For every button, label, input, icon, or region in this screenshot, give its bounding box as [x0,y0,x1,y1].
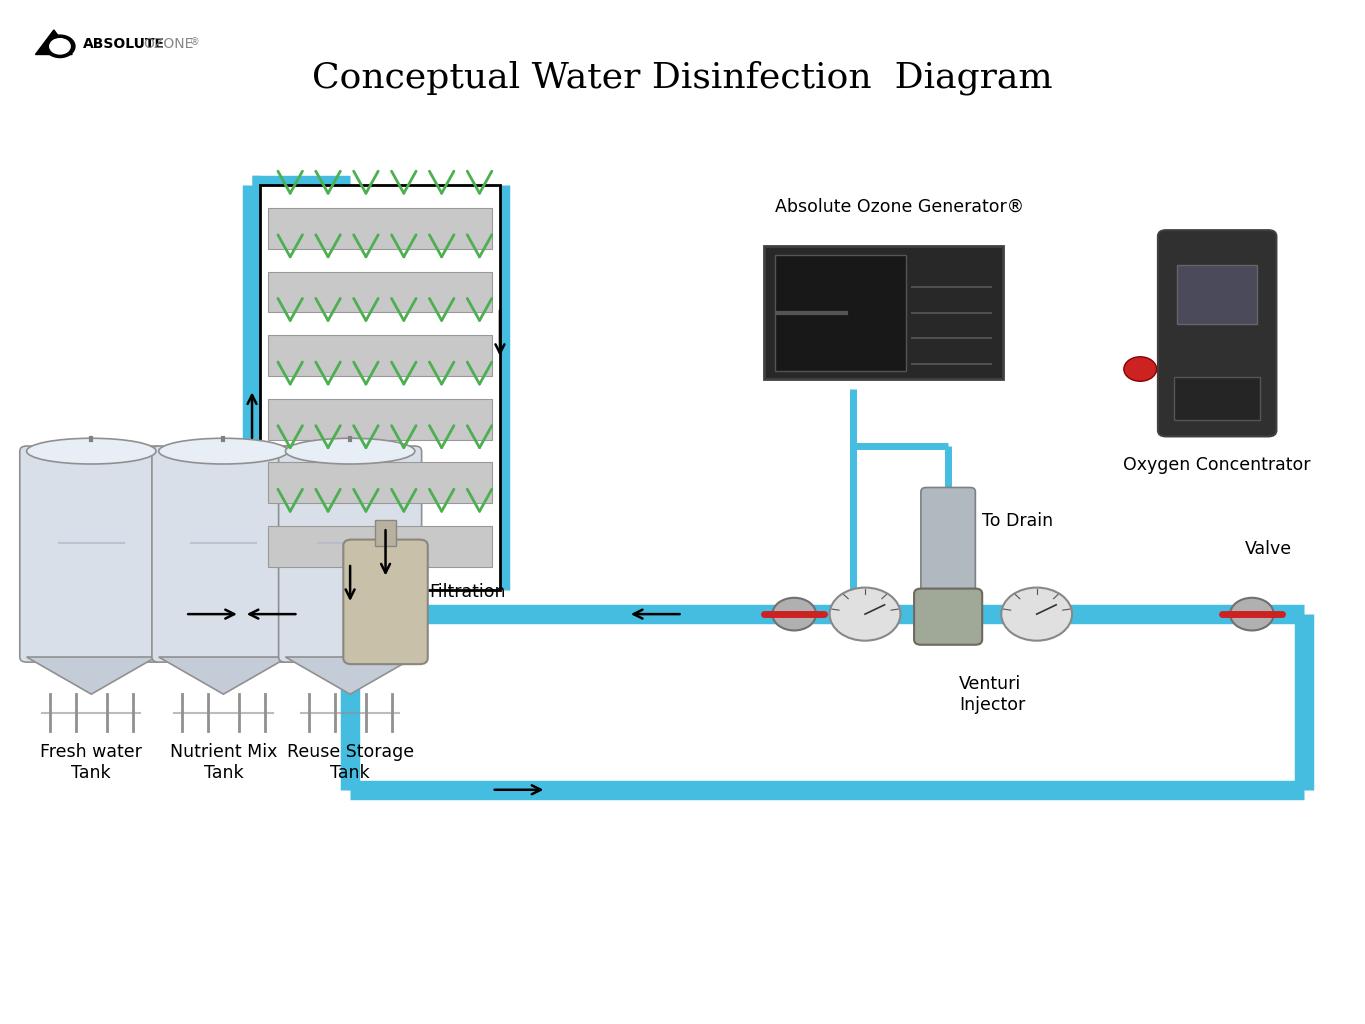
Text: Nutrient Mix
Tank: Nutrient Mix Tank [169,742,277,781]
Text: Absolute Ozone Generator®: Absolute Ozone Generator® [775,198,1024,216]
FancyBboxPatch shape [775,255,906,371]
Polygon shape [26,657,156,694]
Circle shape [1230,598,1274,631]
Circle shape [830,588,901,641]
FancyBboxPatch shape [374,520,396,546]
Ellipse shape [158,438,288,464]
FancyBboxPatch shape [921,487,976,603]
Ellipse shape [285,438,415,464]
Circle shape [773,598,816,631]
Text: Fresh water
Tank: Fresh water Tank [41,742,142,781]
FancyBboxPatch shape [269,208,491,249]
FancyBboxPatch shape [1174,378,1260,420]
FancyBboxPatch shape [261,185,500,590]
Text: Conceptual Water Disinfection  Diagram: Conceptual Water Disinfection Diagram [313,60,1052,95]
FancyBboxPatch shape [764,247,1003,379]
Circle shape [1123,356,1156,381]
Text: To Drain: To Drain [983,512,1054,530]
Circle shape [45,35,75,57]
FancyBboxPatch shape [19,446,162,663]
Polygon shape [35,30,72,54]
Polygon shape [285,657,415,694]
FancyBboxPatch shape [278,446,422,663]
Text: Filtration: Filtration [429,583,505,601]
FancyBboxPatch shape [1177,265,1257,324]
Circle shape [1002,588,1072,641]
Text: Oxygen Concentrator: Oxygen Concentrator [1123,456,1310,474]
Text: Venturi
Injector: Venturi Injector [960,676,1025,714]
FancyBboxPatch shape [269,398,491,439]
FancyBboxPatch shape [269,463,491,503]
Ellipse shape [26,438,156,464]
Polygon shape [158,657,288,694]
Text: Valve: Valve [1245,540,1291,558]
Text: ABSOLUTE: ABSOLUTE [83,37,165,51]
FancyBboxPatch shape [915,589,983,645]
Text: OZONE: OZONE [143,37,194,51]
FancyBboxPatch shape [1158,230,1276,436]
FancyBboxPatch shape [152,446,295,663]
FancyBboxPatch shape [344,540,427,665]
Text: ®: ® [190,37,199,47]
FancyBboxPatch shape [269,271,491,312]
FancyBboxPatch shape [269,526,491,567]
FancyBboxPatch shape [269,335,491,376]
Text: Reuse Storage
Tank: Reuse Storage Tank [287,742,414,781]
Circle shape [49,39,70,54]
